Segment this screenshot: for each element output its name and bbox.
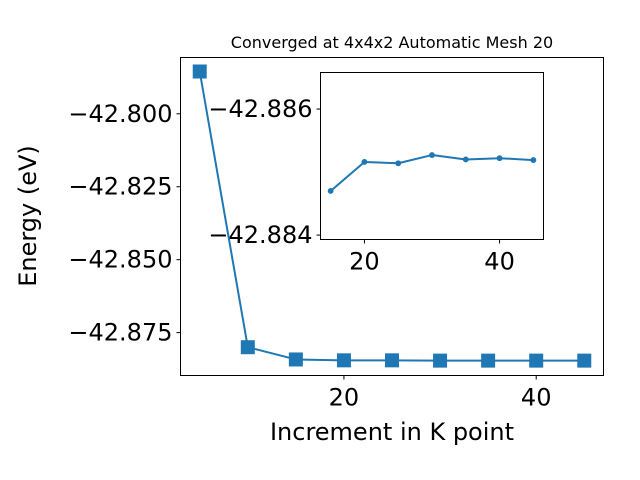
main-data-point	[385, 353, 399, 368]
inset-plot-frame	[320, 72, 544, 240]
inset-data-point	[496, 155, 503, 162]
x-axis-label: Increment in K point	[270, 418, 514, 446]
main-y-tick-label: −42.800	[68, 100, 172, 128]
main-plot-frame	[180, 57, 604, 376]
main-data-point	[288, 352, 303, 367]
main-y-tick-label: −42.875	[68, 319, 172, 347]
main-data-point	[192, 64, 207, 79]
main-y-tick-label: −42.825	[68, 173, 172, 201]
inset-y-tick-label: −42.884	[208, 221, 312, 249]
inset-chart: 20 40 −42.886 −42.884	[208, 72, 544, 276]
main-y-tick-label: −42.850	[68, 246, 172, 274]
main-data-point	[336, 353, 351, 368]
inset-data-point	[327, 188, 334, 194]
inset-data-point	[429, 152, 435, 158]
inset-data-point	[395, 160, 402, 167]
main-data-point	[240, 340, 255, 355]
main-data-point	[529, 353, 544, 368]
main-x-tick-label: 40	[521, 384, 552, 412]
inset-x-tick-label: 20	[349, 248, 380, 276]
main-chart: Converged at 4x4x2 Automatic Mesh 20 Inc…	[14, 33, 604, 446]
inset-y-tick-label: −42.886	[208, 95, 312, 123]
main-data-point	[481, 353, 496, 368]
y-axis-label: Energy (eV)	[14, 145, 42, 287]
inset-x-tick-label: 40	[484, 248, 515, 276]
inset-data-point	[462, 156, 469, 163]
main-data-point	[433, 353, 448, 368]
chart-title: Converged at 4x4x2 Automatic Mesh 20	[231, 33, 553, 52]
main-data-point	[577, 353, 592, 368]
main-x-tick-label: 20	[329, 384, 360, 412]
inset-data-point	[361, 159, 368, 165]
inset-data-point	[530, 157, 537, 164]
